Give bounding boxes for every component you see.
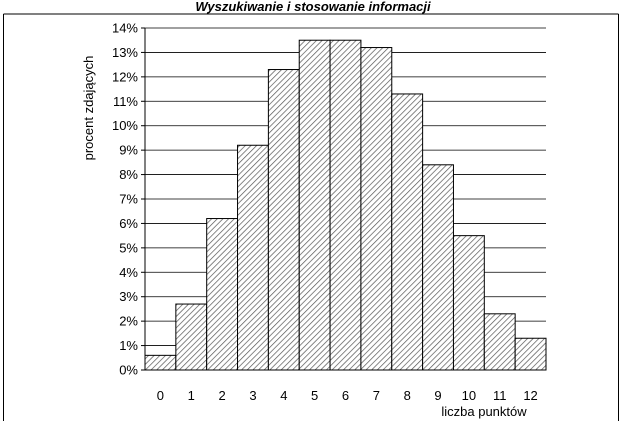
- y-tick-label: 4%: [119, 265, 138, 280]
- x-tick-label: 3: [249, 388, 256, 403]
- y-tick-label: 13%: [112, 45, 138, 60]
- bar-3: [237, 144, 269, 371]
- y-tick-label: 0%: [119, 363, 138, 378]
- y-tick-label: 14%: [112, 21, 138, 36]
- y-tick-labels: 0% 1% 2% 3% 4% 5% 6% 7% 8% 9% 10% 11% 12% 13% 14%: [112, 21, 145, 378]
- bar-2: [206, 218, 239, 371]
- y-tick-label: 12%: [112, 69, 138, 84]
- x-axis-label: liczba punktów: [441, 404, 527, 419]
- x-tick-label: 10: [462, 388, 476, 403]
- y-axis-label: procent zdających: [81, 56, 96, 161]
- bars: [144, 39, 547, 371]
- x-tick-label: 0: [157, 388, 164, 403]
- x-tick-label: 4: [280, 388, 287, 403]
- x-tick-label: 9: [434, 388, 441, 403]
- y-tick-label: 6%: [119, 216, 138, 231]
- x-tick-label: 8: [404, 388, 411, 403]
- y-tick-label: 7%: [119, 192, 138, 207]
- bar-12: [514, 337, 547, 371]
- bar-10: [452, 235, 485, 371]
- y-tick-label: 5%: [119, 240, 138, 255]
- bar-7: [360, 47, 393, 371]
- y-tick-label: 3%: [119, 289, 138, 304]
- x-tick-label: 11: [493, 388, 507, 403]
- x-tick-labels: 0 1 2 3 4 5 6 7 8 9 10 11 12: [157, 388, 538, 403]
- x-tick-label: 6: [342, 388, 349, 403]
- bar-9: [422, 164, 454, 371]
- y-tick-label: 11%: [113, 94, 138, 109]
- x-tick-label: 5: [311, 388, 318, 403]
- y-tick-label: 2%: [119, 314, 138, 329]
- x-tick-label: 7: [373, 388, 380, 403]
- y-tick-label: 10%: [112, 118, 138, 133]
- y-tick-label: 1%: [119, 338, 138, 353]
- x-tick-label: 2: [218, 388, 225, 403]
- bar-1: [175, 303, 208, 371]
- bar-0: [144, 354, 177, 371]
- x-tick-label: 1: [188, 388, 195, 403]
- chart-title: Wyszukiwanie i stosowanie informacji: [195, 0, 431, 14]
- bar-5: [298, 39, 331, 371]
- y-tick-label: 9%: [119, 143, 138, 158]
- bar-11: [483, 313, 516, 371]
- y-tick-label: 8%: [119, 167, 138, 182]
- x-tick-label: 12: [523, 388, 537, 403]
- bar-8: [391, 93, 424, 371]
- bar-6: [329, 39, 362, 371]
- bar-4: [267, 69, 300, 371]
